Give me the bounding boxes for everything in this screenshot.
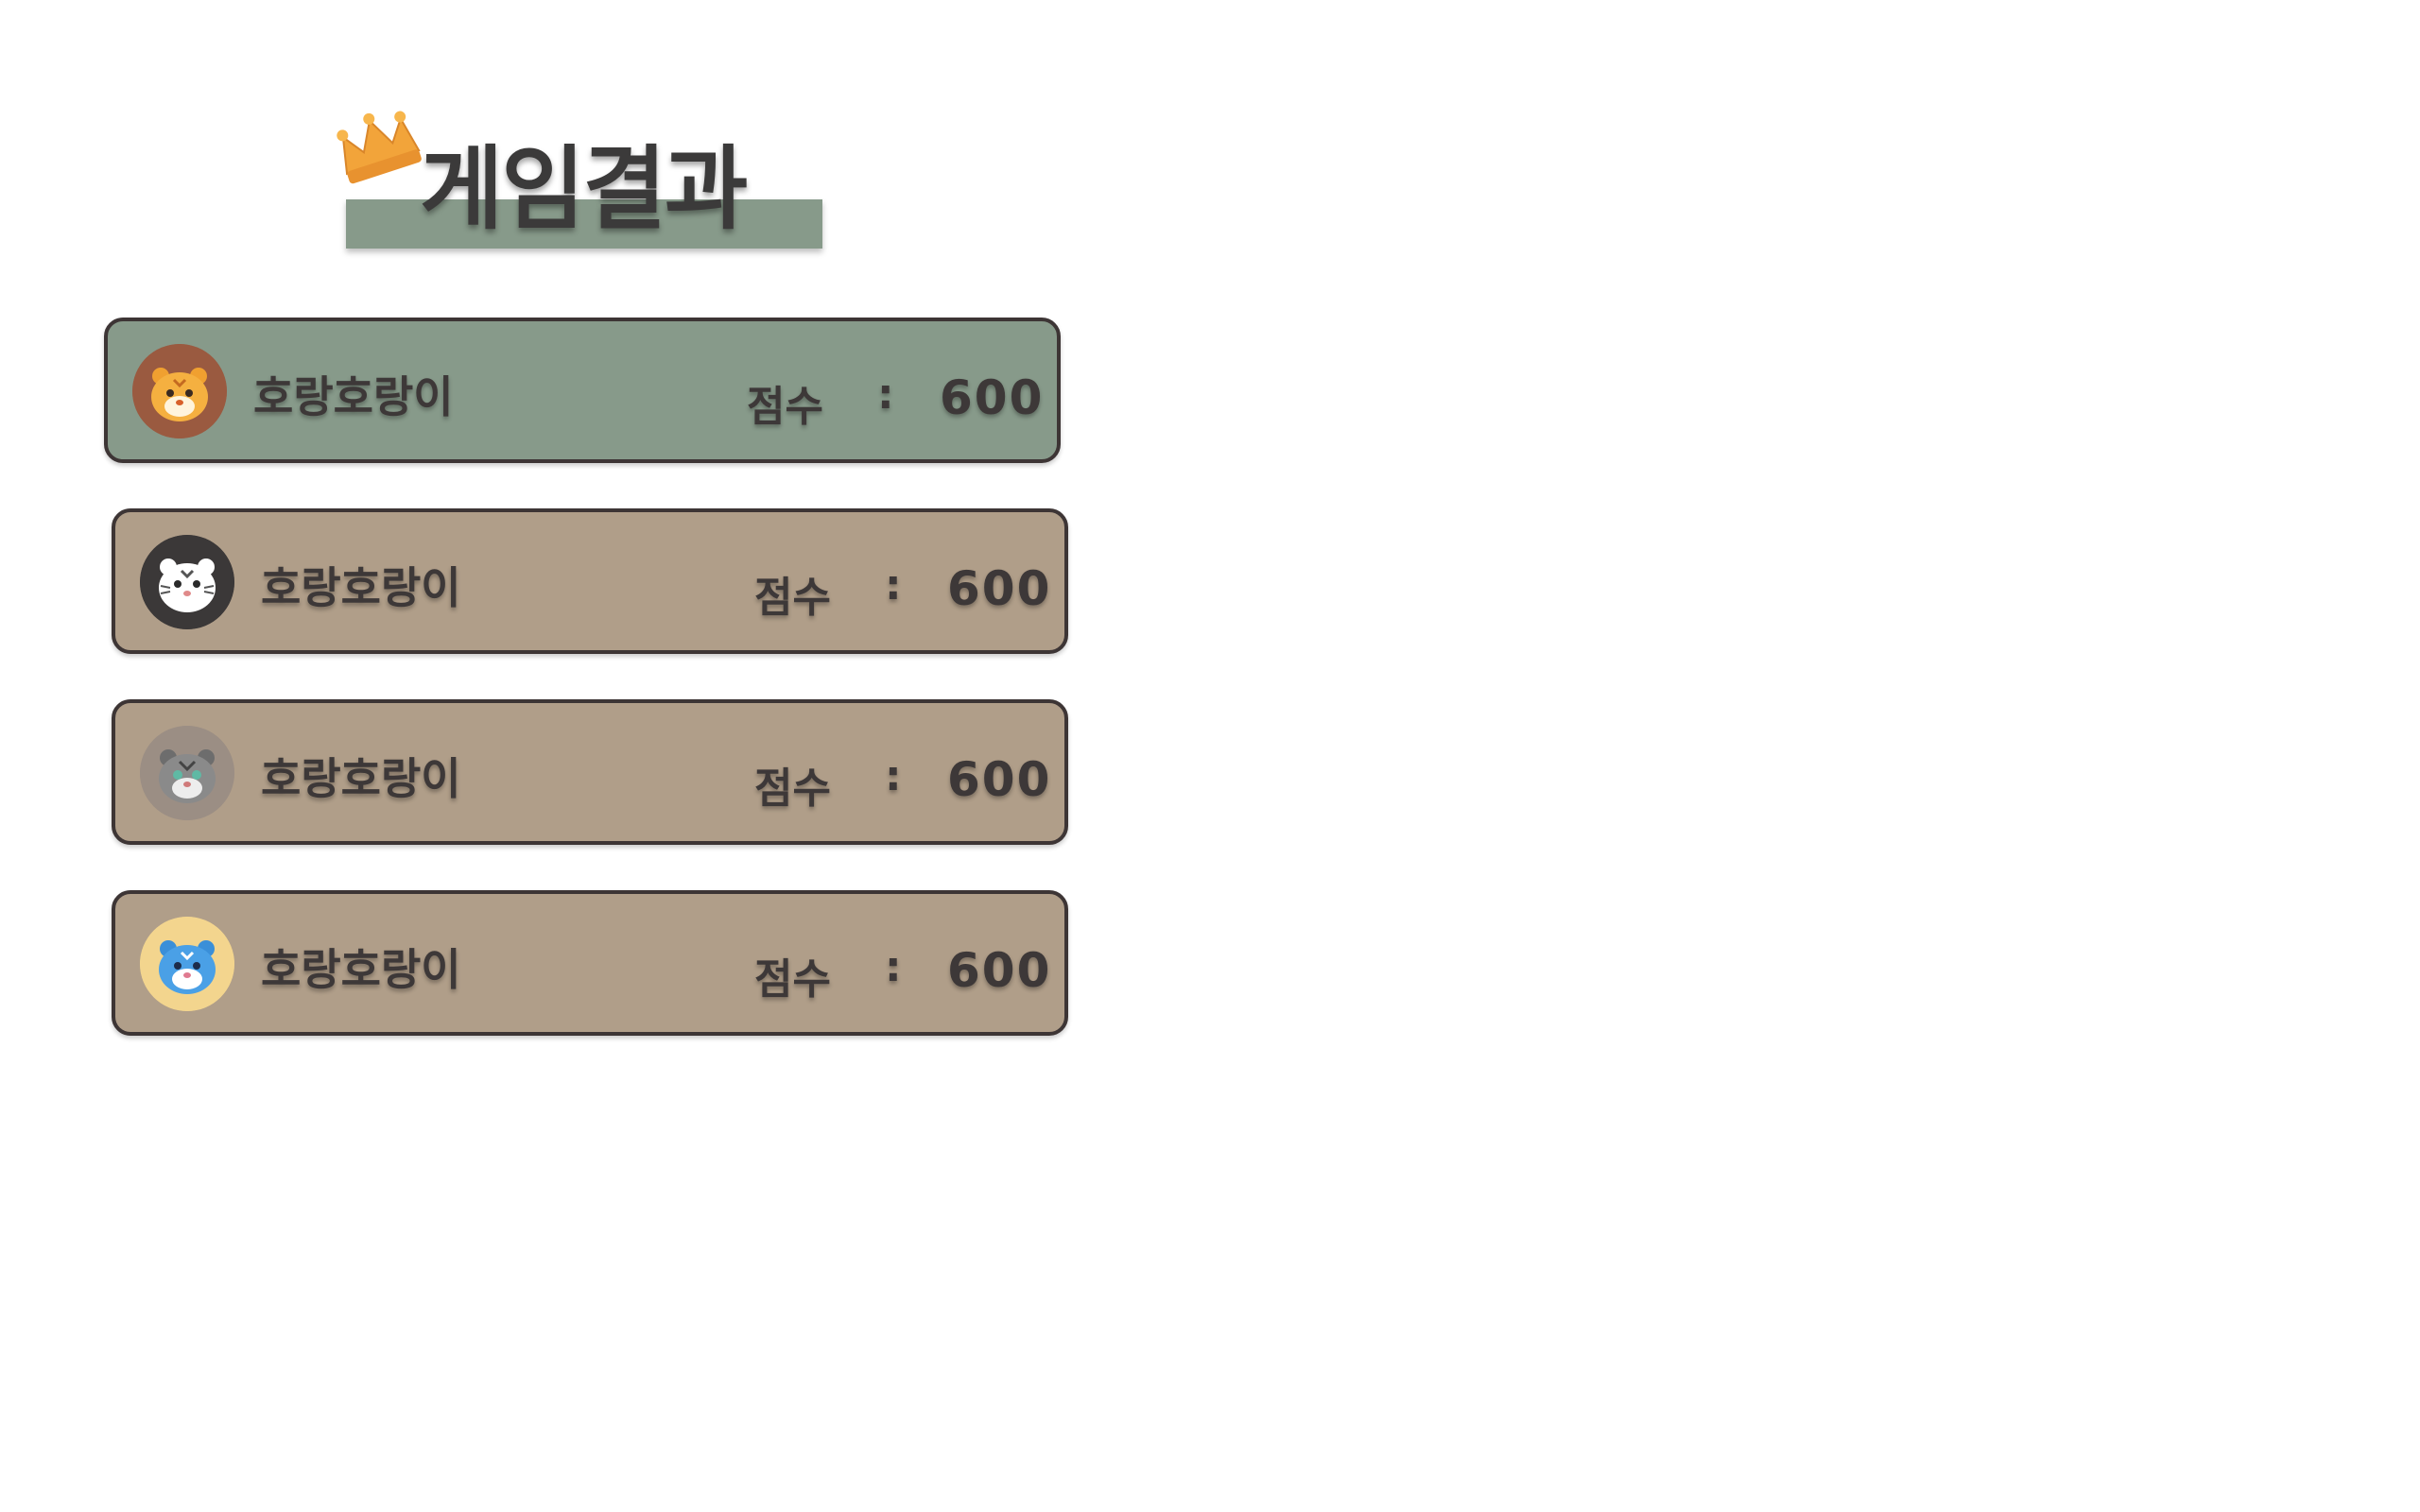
blue-tiger-avatar-icon <box>140 917 234 1011</box>
score-value: 600 <box>947 943 1052 998</box>
score-label: 점수 <box>754 765 831 813</box>
result-row-1: 호랑호랑이 점수 : 600 <box>104 318 1061 463</box>
score-label: 점수 <box>747 383 823 431</box>
result-row-4: 호랑호랑이 점수 : 600 <box>112 890 1068 1036</box>
player-name: 호랑호랑이 <box>253 371 454 422</box>
score-separator: : <box>885 561 902 610</box>
score-value: 600 <box>940 370 1045 425</box>
title-highlight-bar <box>346 199 822 249</box>
score-separator: : <box>885 943 902 991</box>
gray-tiger-avatar-icon <box>140 726 234 820</box>
player-name: 호랑호랑이 <box>261 562 461 613</box>
player-name: 호랑호랑이 <box>261 944 461 995</box>
white-tiger-avatar-icon <box>140 535 234 629</box>
result-row-3: 호랑호랑이 점수 : 600 <box>112 699 1068 845</box>
score-separator: : <box>885 752 902 800</box>
page-title: 게임결과 <box>420 136 748 242</box>
score-value: 600 <box>947 752 1052 807</box>
score-label: 점수 <box>754 574 831 622</box>
score-value: 600 <box>947 561 1052 616</box>
title-section: 게임결과 <box>333 106 824 257</box>
result-row-2: 호랑호랑이 점수 : 600 <box>112 508 1068 654</box>
score-label: 점수 <box>754 955 831 1004</box>
score-separator: : <box>877 370 894 419</box>
player-name: 호랑호랑이 <box>261 753 461 804</box>
crown-icon <box>337 111 422 184</box>
orange-tiger-avatar-icon <box>132 344 227 438</box>
